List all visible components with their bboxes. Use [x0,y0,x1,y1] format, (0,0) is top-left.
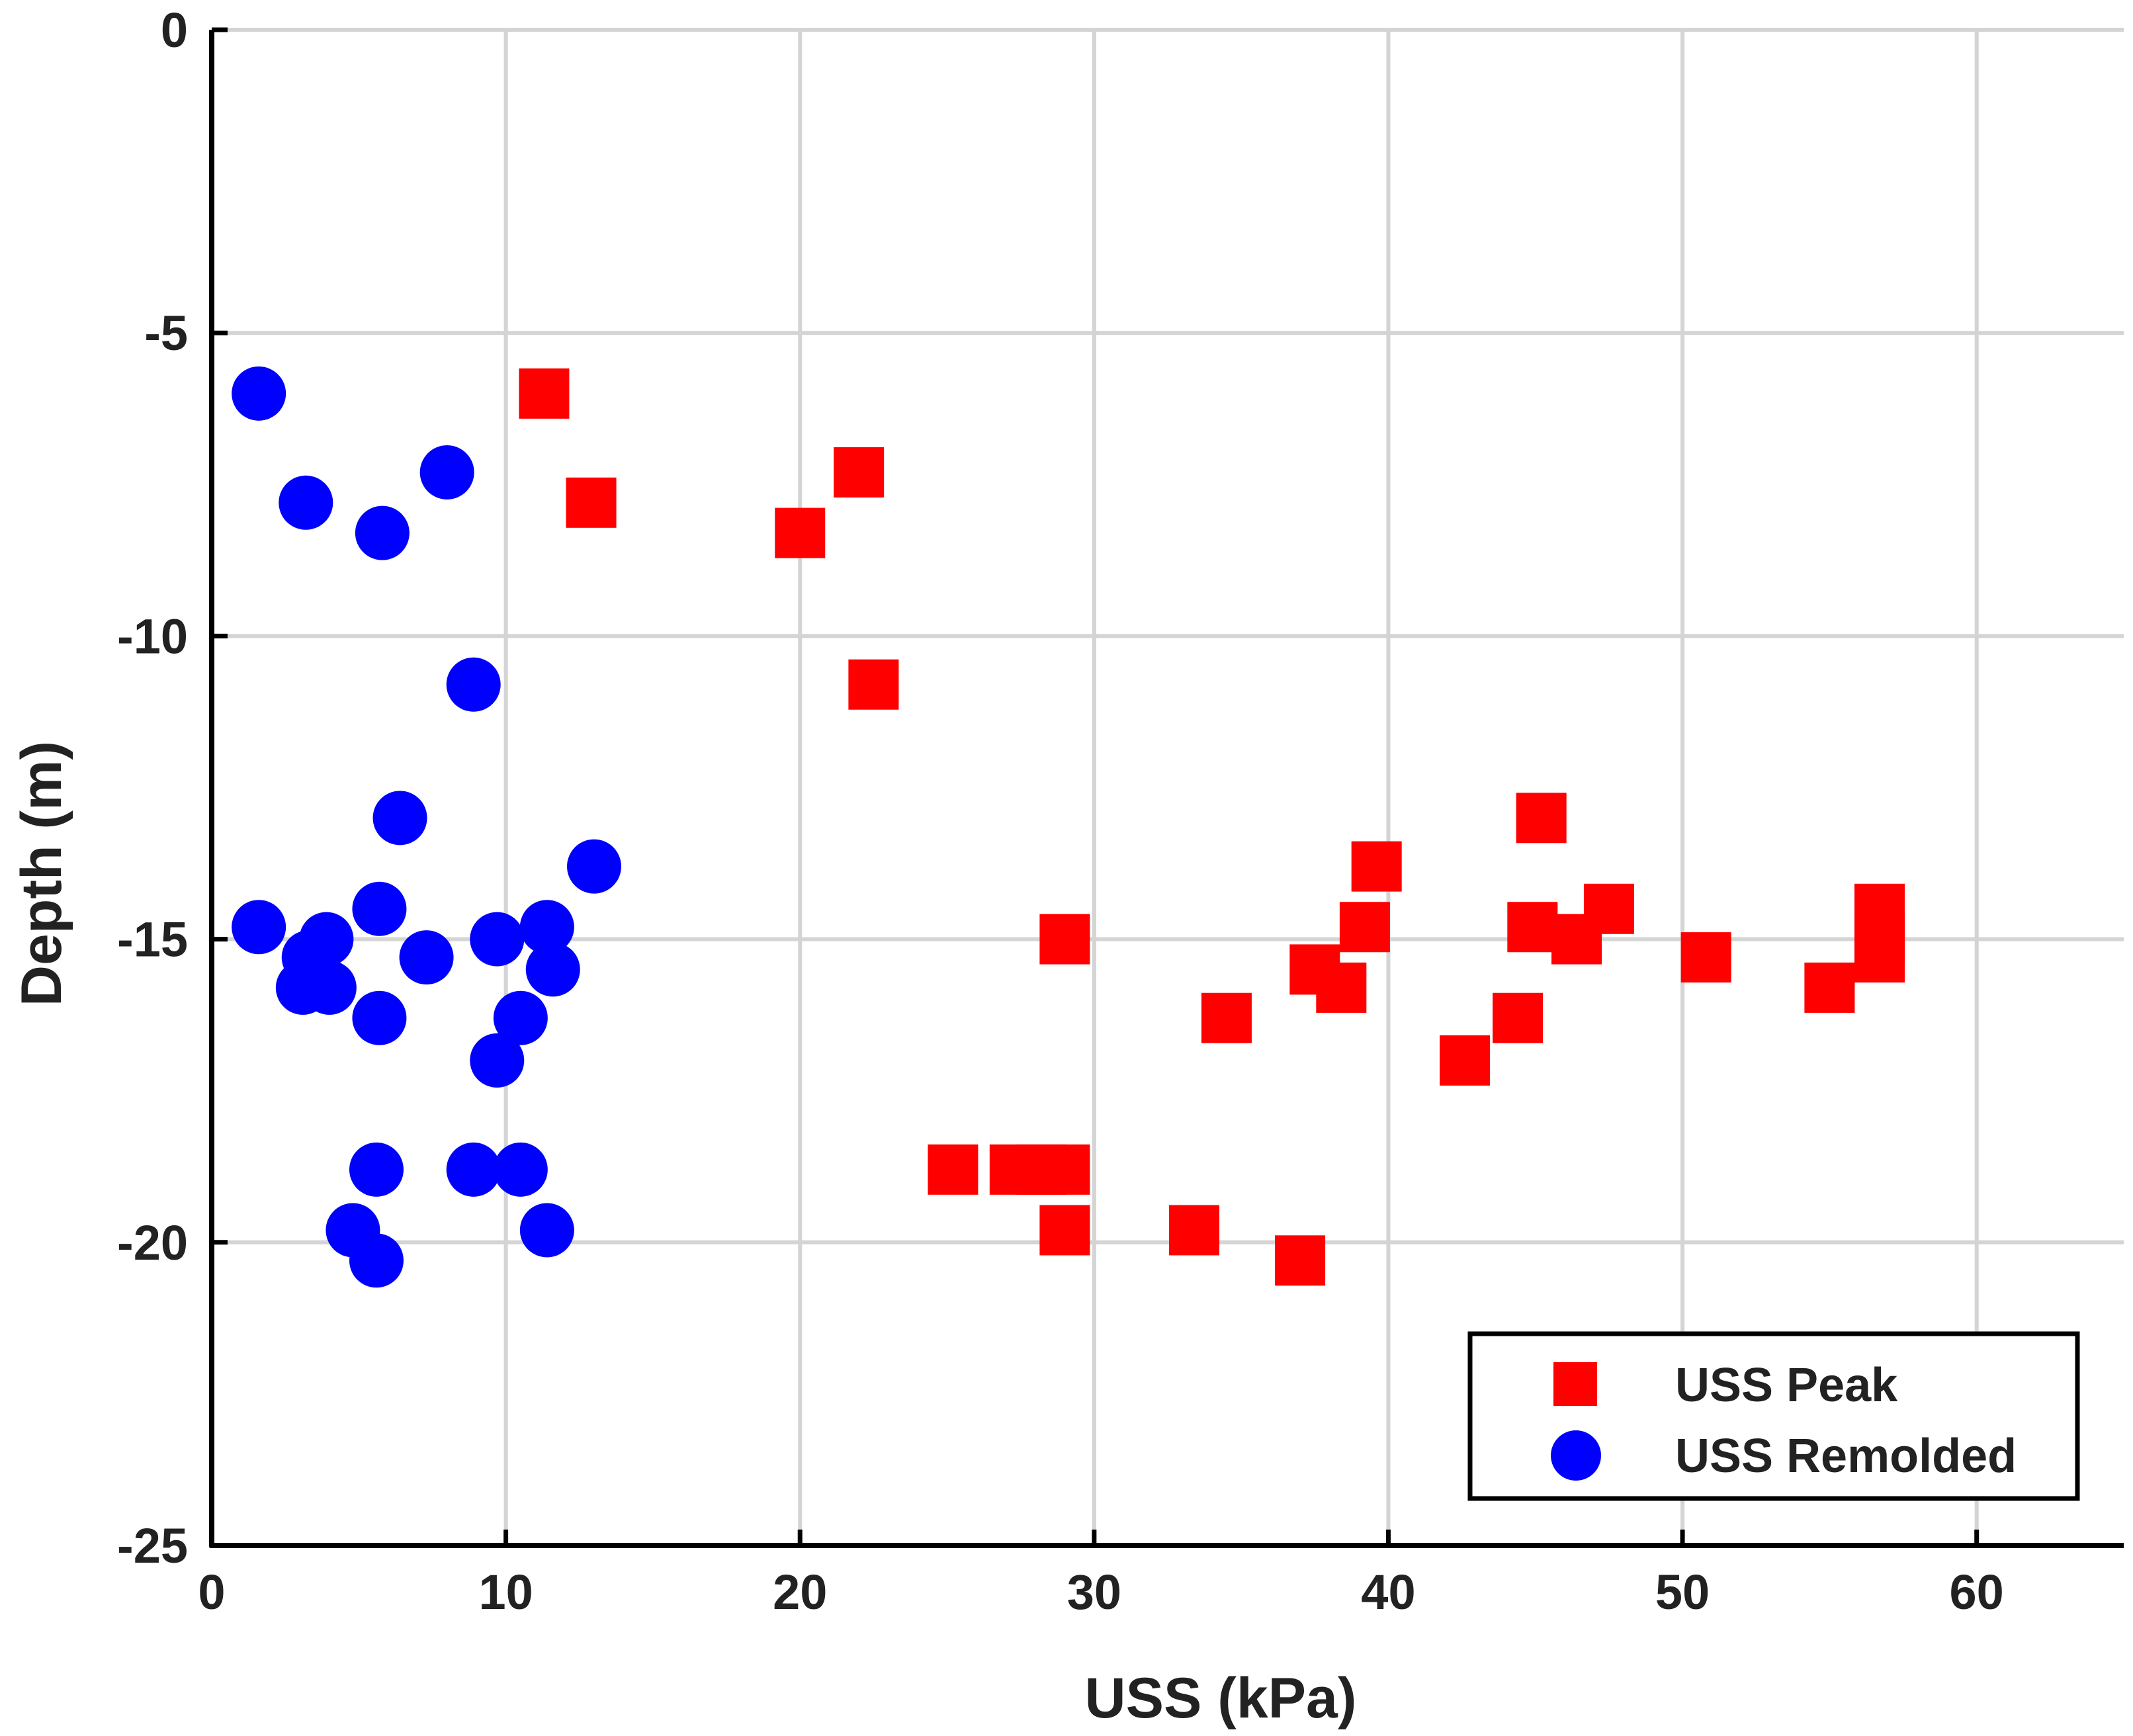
point-uss-remolded [352,881,407,936]
point-uss-peak [519,368,570,419]
axes [209,30,2124,1548]
point-uss-remolded [470,912,525,967]
point-uss-remolded [279,475,333,530]
point-uss-peak [1507,902,1558,953]
point-uss-remolded [232,900,286,955]
point-uss-peak [1039,914,1090,965]
point-uss-remolded [446,657,501,712]
point-uss-peak [1169,1205,1220,1256]
x-axis-title: USS (kPa) [1084,1667,1356,1730]
point-uss-peak [1201,992,1252,1043]
x-tick-label: 10 [478,1565,533,1620]
point-uss-remolded [355,505,410,560]
point-uss-peak [928,1144,979,1195]
point-uss-peak [566,477,617,528]
x-tick-label: 0 [198,1565,225,1620]
y-tick-label: -20 [117,1215,188,1270]
point-uss-peak [775,507,826,558]
point-uss-remolded [352,990,407,1045]
point-uss-peak [848,659,899,710]
legend-label-uss-peak: USS Peak [1675,1359,1898,1412]
point-uss-peak [834,447,885,498]
point-uss-remolded [519,900,574,955]
legend-label-uss-remolded: USS Remolded [1675,1430,2017,1483]
point-uss-remolded [349,1142,404,1197]
point-uss-remolded [349,1233,404,1288]
x-tick-label: 30 [1067,1565,1121,1620]
point-uss-remolded [493,990,548,1045]
point-uss-remolded [399,930,454,985]
point-uss-peak [1516,793,1567,844]
y-tick-label: 0 [161,3,188,58]
y-tick-label: -5 [144,306,188,361]
legend-marker-uss-peak [1553,1362,1597,1406]
point-uss-peak [1351,841,1402,892]
point-uss-peak [1039,1205,1090,1256]
point-uss-remolded [232,366,286,421]
x-tick-label: 60 [1950,1565,2004,1620]
point-uss-peak [1440,1035,1491,1086]
point-uss-remolded [372,791,427,846]
point-uss-peak [1275,1235,1326,1286]
point-uss-remolded [302,960,357,1015]
point-uss-peak [1339,902,1390,953]
x-tick-label: 50 [1655,1565,1710,1620]
point-uss-remolded [525,942,580,997]
point-uss-remolded [567,839,621,894]
point-uss-peak [1493,992,1544,1043]
point-uss-peak [1316,962,1367,1013]
point-uss-peak [1804,962,1855,1013]
x-tick-label: 20 [773,1565,827,1620]
point-uss-peak [1039,1144,1090,1195]
point-uss-remolded [493,1142,548,1197]
point-uss-peak [1680,932,1731,983]
data-points [232,366,1905,1288]
legend-marker-uss-remolded [1551,1430,1601,1481]
y-tick-label: -25 [117,1518,188,1573]
grid-lines [212,28,2124,1545]
point-uss-peak [1551,914,1602,965]
point-uss-remolded [519,1203,574,1258]
point-uss-peak [1854,932,1905,983]
point-uss-remolded [446,1142,501,1197]
x-tick-label: 40 [1361,1565,1415,1620]
point-uss-remolded [470,1033,525,1088]
legend: USS Peak USS Remolded [1467,1331,2080,1501]
point-uss-remolded [419,445,474,499]
y-tick-label: -10 [117,609,188,664]
axis-ticks: 0 10 20 30 40 50 60 0 -5 -10 -15 -20 -25 [117,3,2004,1620]
y-axis-title: Depth (m) [10,741,73,1006]
y-tick-label: -15 [117,912,188,967]
